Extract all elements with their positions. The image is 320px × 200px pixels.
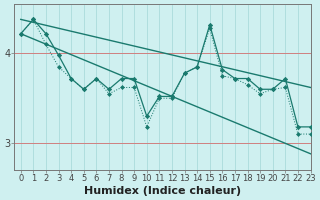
X-axis label: Humidex (Indice chaleur): Humidex (Indice chaleur) xyxy=(84,186,241,196)
